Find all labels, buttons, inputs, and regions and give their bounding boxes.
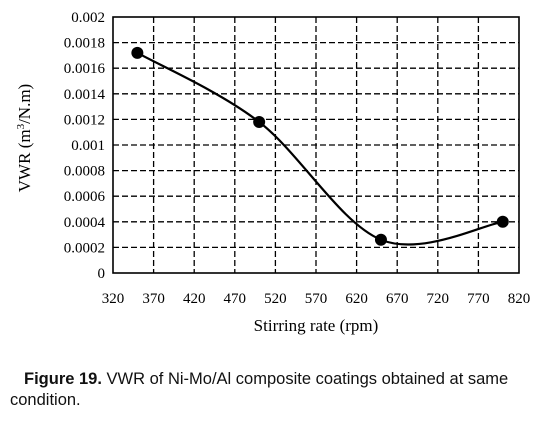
- y-tick-label: 0.0008: [64, 164, 105, 180]
- y-tick-label: 0.0012: [64, 112, 105, 128]
- x-tick-label: 370: [142, 291, 165, 307]
- y-axis-title-tail: /N.m): [15, 84, 34, 124]
- x-tick-label: 320: [102, 291, 125, 307]
- x-tick-label: 670: [386, 291, 409, 307]
- y-tick-label: 0.0016: [64, 61, 106, 77]
- data-point: [496, 215, 509, 228]
- x-tick-label: 520: [264, 291, 287, 307]
- y-tick-label: 0.0002: [64, 240, 105, 256]
- x-tick-label: 720: [427, 291, 450, 307]
- series-line: [136, 51, 503, 246]
- plot-frame: [112, 16, 520, 274]
- y-axis-title-superscript: 3: [15, 123, 27, 129]
- y-tick-label: 0.0006: [64, 189, 106, 205]
- x-axis-title: Stirring rate (rpm): [254, 316, 379, 335]
- data-point: [374, 233, 387, 246]
- grid: [113, 17, 519, 273]
- x-tick-label: 420: [183, 291, 206, 307]
- data-point: [131, 46, 144, 59]
- y-tick-label: 0.0018: [64, 36, 105, 52]
- chart: 0 0.0002 0.0004 0.0006 0.0008 0.001 0.0012 0.00…: [15, 10, 531, 335]
- data-point: [253, 115, 266, 128]
- tick-labels: 0 0.0002 0.0004 0.0006 0.0008 0.001 0.0012 0.00…: [64, 10, 531, 307]
- x-tick-label: 620: [345, 291, 368, 307]
- y-axis-title-main: VWR (m: [15, 129, 34, 192]
- y-tick-label: 0.002: [71, 10, 105, 26]
- y-tick-label: 0.0004: [64, 215, 106, 231]
- x-tick-label: 820: [508, 291, 531, 307]
- y-tick-label: 0.001: [71, 138, 105, 154]
- y-tick-label: 0.0014: [64, 87, 106, 103]
- data-series: [131, 46, 509, 246]
- x-tick-label: 470: [224, 291, 247, 307]
- x-tick-label: 570: [305, 291, 328, 307]
- y-tick-label: 0: [98, 266, 106, 282]
- x-tick-label: 770: [467, 291, 490, 307]
- plot-axes: [112, 16, 520, 274]
- figure-caption-label: Figure 19.: [24, 370, 102, 388]
- y-axis-title: VWR (m3/N.m): [15, 84, 34, 192]
- figure-caption: Figure 19. VWR of Ni-Mo/Al composite coa…: [10, 369, 550, 411]
- figure-caption-text: VWR of Ni-Mo/Al composite coatings obtai…: [10, 370, 509, 409]
